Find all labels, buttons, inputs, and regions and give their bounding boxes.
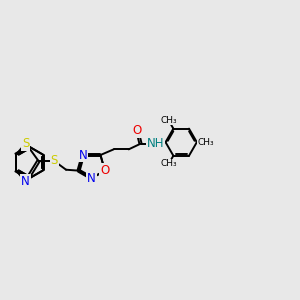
Text: N: N	[87, 172, 96, 185]
Text: CH₃: CH₃	[160, 159, 177, 168]
Text: N: N	[21, 175, 30, 188]
Text: S: S	[22, 137, 29, 150]
Text: N: N	[79, 148, 87, 161]
Text: O: O	[133, 124, 142, 137]
Text: NH: NH	[147, 137, 164, 150]
Text: O: O	[100, 164, 110, 177]
Text: CH₃: CH₃	[160, 116, 177, 125]
Text: S: S	[50, 154, 58, 167]
Text: CH₃: CH₃	[198, 138, 214, 147]
